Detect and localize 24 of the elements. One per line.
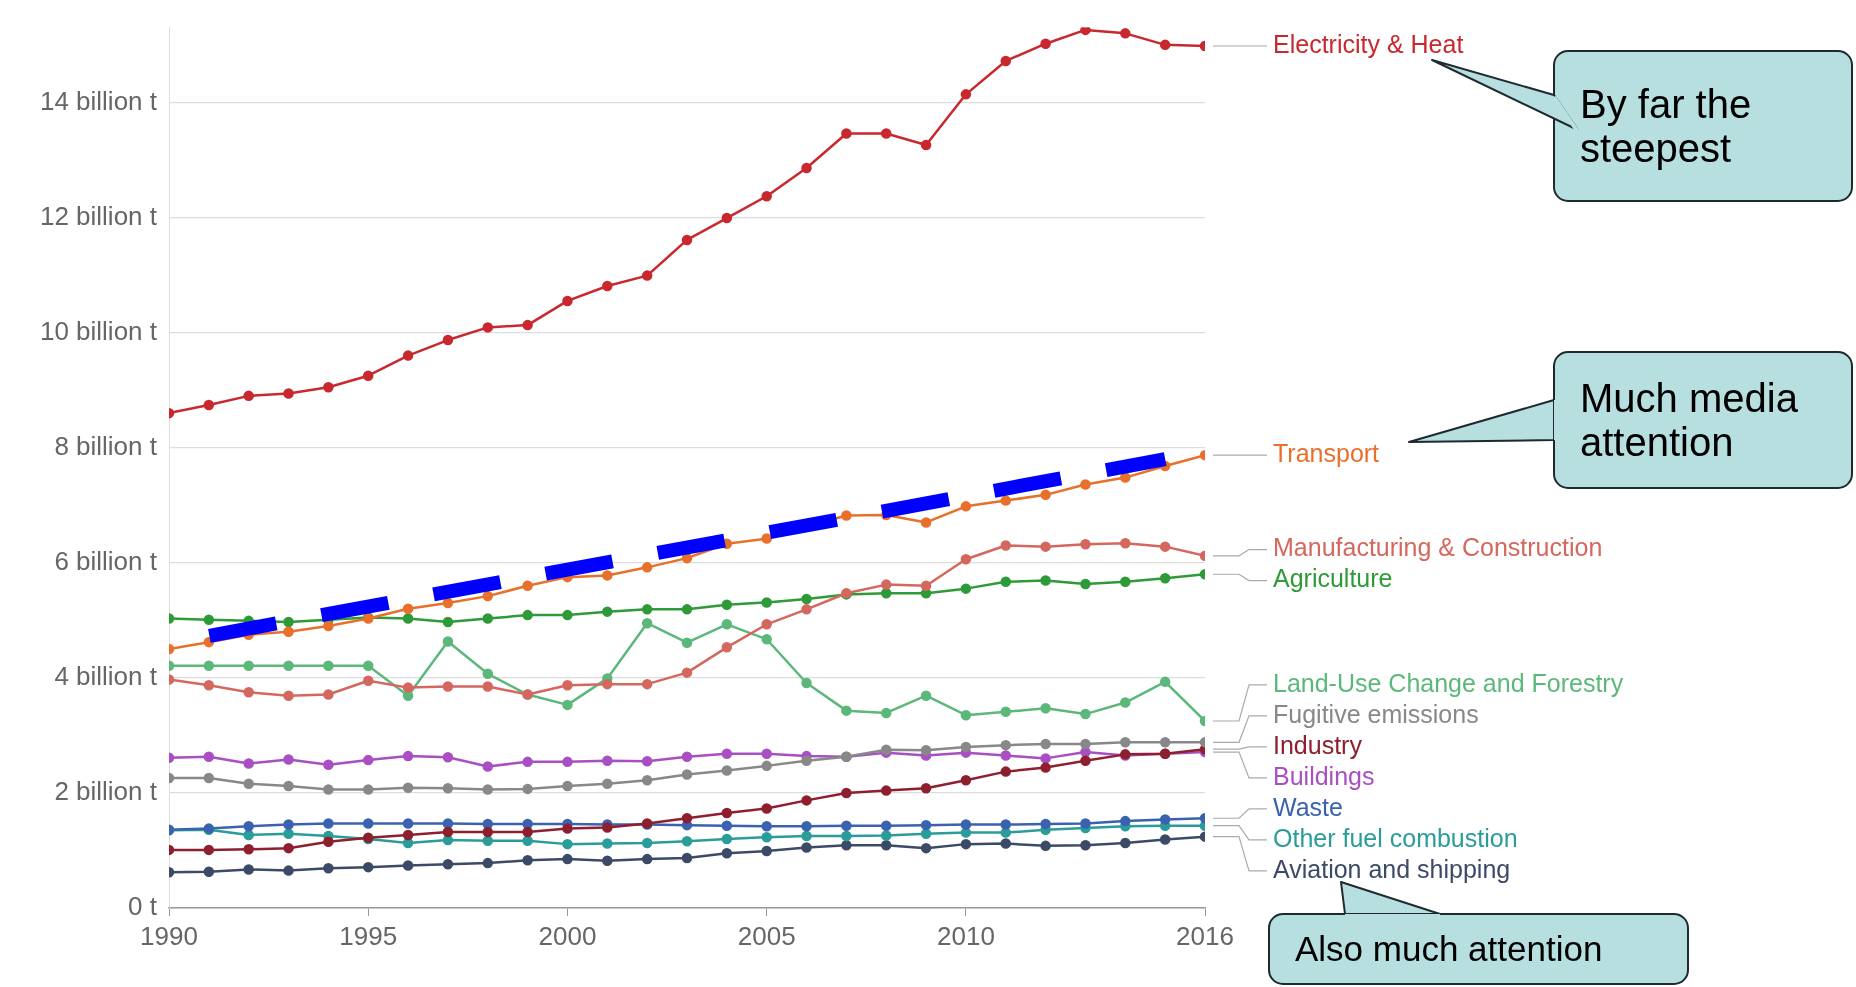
y-tick-label: 4 billion t <box>54 661 158 691</box>
x-tick-label: 2000 <box>538 920 597 951</box>
text: Aviation and shipping <box>1273 854 1511 883</box>
text: Other fuel combustion <box>1273 823 1518 852</box>
x-tick-label: 1990 <box>140 920 198 951</box>
text: Fugitive emissions <box>1273 699 1479 728</box>
y-tick-label: 12 billion t <box>39 200 158 231</box>
text: Land-Use Change and Forestry <box>1273 668 1624 697</box>
text: Transport <box>1273 439 1380 468</box>
y-tick-label: 10 billion t <box>39 315 158 346</box>
y-tick-label: 2 billion t <box>54 776 158 807</box>
text: Industry <box>1273 730 1363 759</box>
y-tick-label: 14 billion t <box>39 85 158 116</box>
x-tick-label: 2010 <box>937 920 995 951</box>
y-tick-label: 0 t <box>128 891 158 922</box>
text: Manufacturing & Construction <box>1273 533 1603 562</box>
text: Agriculture <box>1273 564 1393 593</box>
x-tick-label: 1995 <box>339 920 398 951</box>
text: Buildings <box>1273 761 1375 790</box>
x-tick-label: 2005 <box>737 920 796 951</box>
y-tick-label: 6 billion t <box>54 545 158 576</box>
y-tick-label: 8 billion t <box>54 430 158 461</box>
text: Waste <box>1273 792 1343 821</box>
x-tick-label: 2016 <box>1176 920 1234 951</box>
